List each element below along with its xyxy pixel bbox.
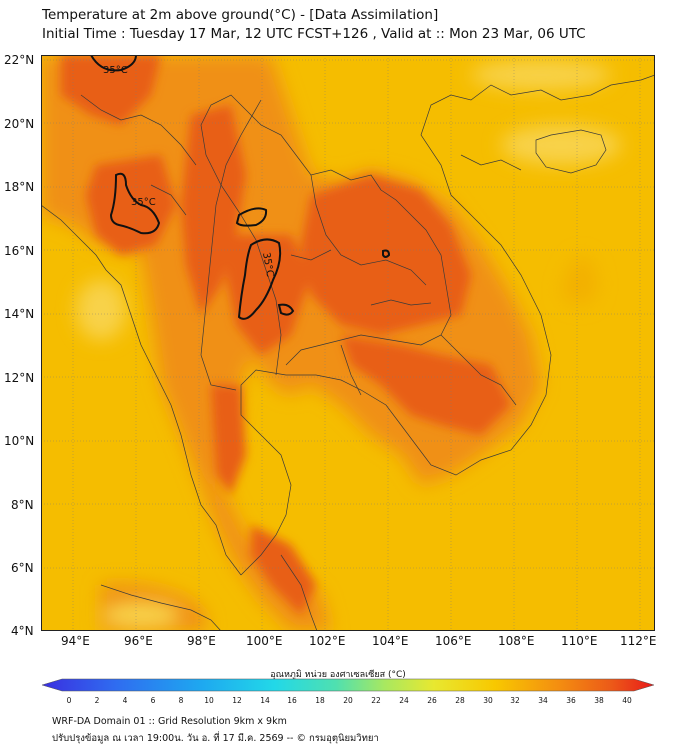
colorbar-tick: 16 — [287, 696, 297, 705]
contour-label-1: 35°C — [103, 65, 128, 76]
colorbar-tick: 34 — [538, 696, 548, 705]
lon-tick-110e: 110°E — [561, 634, 598, 648]
colorbar-tick: 36 — [566, 696, 576, 705]
contour-label-3: 35°C — [260, 252, 275, 278]
graticule — [41, 55, 655, 631]
chart-subtitle: Initial Time : Tuesday 17 Mar, 12 UTC FC… — [42, 26, 586, 42]
lon-tick-98e: 98°E — [187, 634, 216, 648]
footer-update-info: ปรับปรุงข้อมูล ณ เวลา 19:00น. วัน อ. ที่… — [52, 733, 379, 744]
colorbar-title: อุณหภูมิ หน่วย องศาเซลเซียส (°C) — [270, 670, 406, 680]
colorbar-tick: 6 — [150, 696, 156, 705]
lat-tick-20n: 20°N — [4, 117, 35, 131]
lat-tick-4n: 4°N — [11, 624, 34, 638]
colorbar-bar — [41, 678, 655, 692]
contours-35c — [90, 55, 391, 320]
colorbar-tick: 14 — [260, 696, 270, 705]
lat-tick-18n: 18°N — [4, 180, 35, 194]
lat-tick-10n: 10°N — [4, 434, 35, 448]
colorbar-tick: 22 — [371, 696, 381, 705]
colorbar-tick: 38 — [594, 696, 604, 705]
hot-regions — [61, 55, 511, 615]
lat-tick-16n: 16°N — [4, 244, 35, 258]
colorbar-tick: 32 — [510, 696, 520, 705]
borders — [41, 74, 655, 631]
colorbar-tick: 40 — [622, 696, 632, 705]
temperature-map: 35°C 35°C 35°C — [41, 55, 655, 631]
lat-tick-14n: 14°N — [4, 307, 35, 321]
colorbar-tick: 20 — [343, 696, 353, 705]
lat-tick-8n: 8°N — [11, 498, 34, 512]
chart-title: Temperature at 2m above ground(°C) - [Da… — [42, 7, 439, 23]
colorbar-tick: 0 — [66, 696, 72, 705]
lon-tick-108e: 108°E — [498, 634, 535, 648]
lon-tick-94e: 94°E — [61, 634, 90, 648]
colorbar-tick: 18 — [315, 696, 325, 705]
map-frame — [41, 55, 655, 631]
colorbar-tick: 8 — [178, 696, 184, 705]
lon-tick-102e: 102°E — [309, 634, 346, 648]
lon-tick-100e: 100°E — [246, 634, 283, 648]
contour-label-2: 35°C — [131, 197, 156, 208]
cool-regions — [76, 60, 621, 629]
colorbar-tick: 28 — [455, 696, 465, 705]
lon-tick-104e: 104°E — [372, 634, 409, 648]
lat-tick-6n: 6°N — [11, 561, 34, 575]
colorbar-tick: 30 — [483, 696, 493, 705]
lon-tick-112e: 112°E — [620, 634, 657, 648]
lat-tick-22n: 22°N — [4, 53, 35, 67]
colorbar-tick: 10 — [204, 696, 214, 705]
colorbar-tick: 12 — [232, 696, 242, 705]
lon-tick-106e: 106°E — [435, 634, 472, 648]
colorbar-tick: 26 — [427, 696, 437, 705]
colorbar-tick: 24 — [399, 696, 409, 705]
colorbar-tick: 2 — [94, 696, 100, 705]
lon-tick-96e: 96°E — [124, 634, 153, 648]
footer-model-info: WRF-DA Domain 01 :: Grid Resolution 9km … — [52, 716, 287, 727]
colorbar — [41, 678, 655, 692]
lat-tick-12n: 12°N — [4, 371, 35, 385]
colorbar-tick: 4 — [122, 696, 128, 705]
